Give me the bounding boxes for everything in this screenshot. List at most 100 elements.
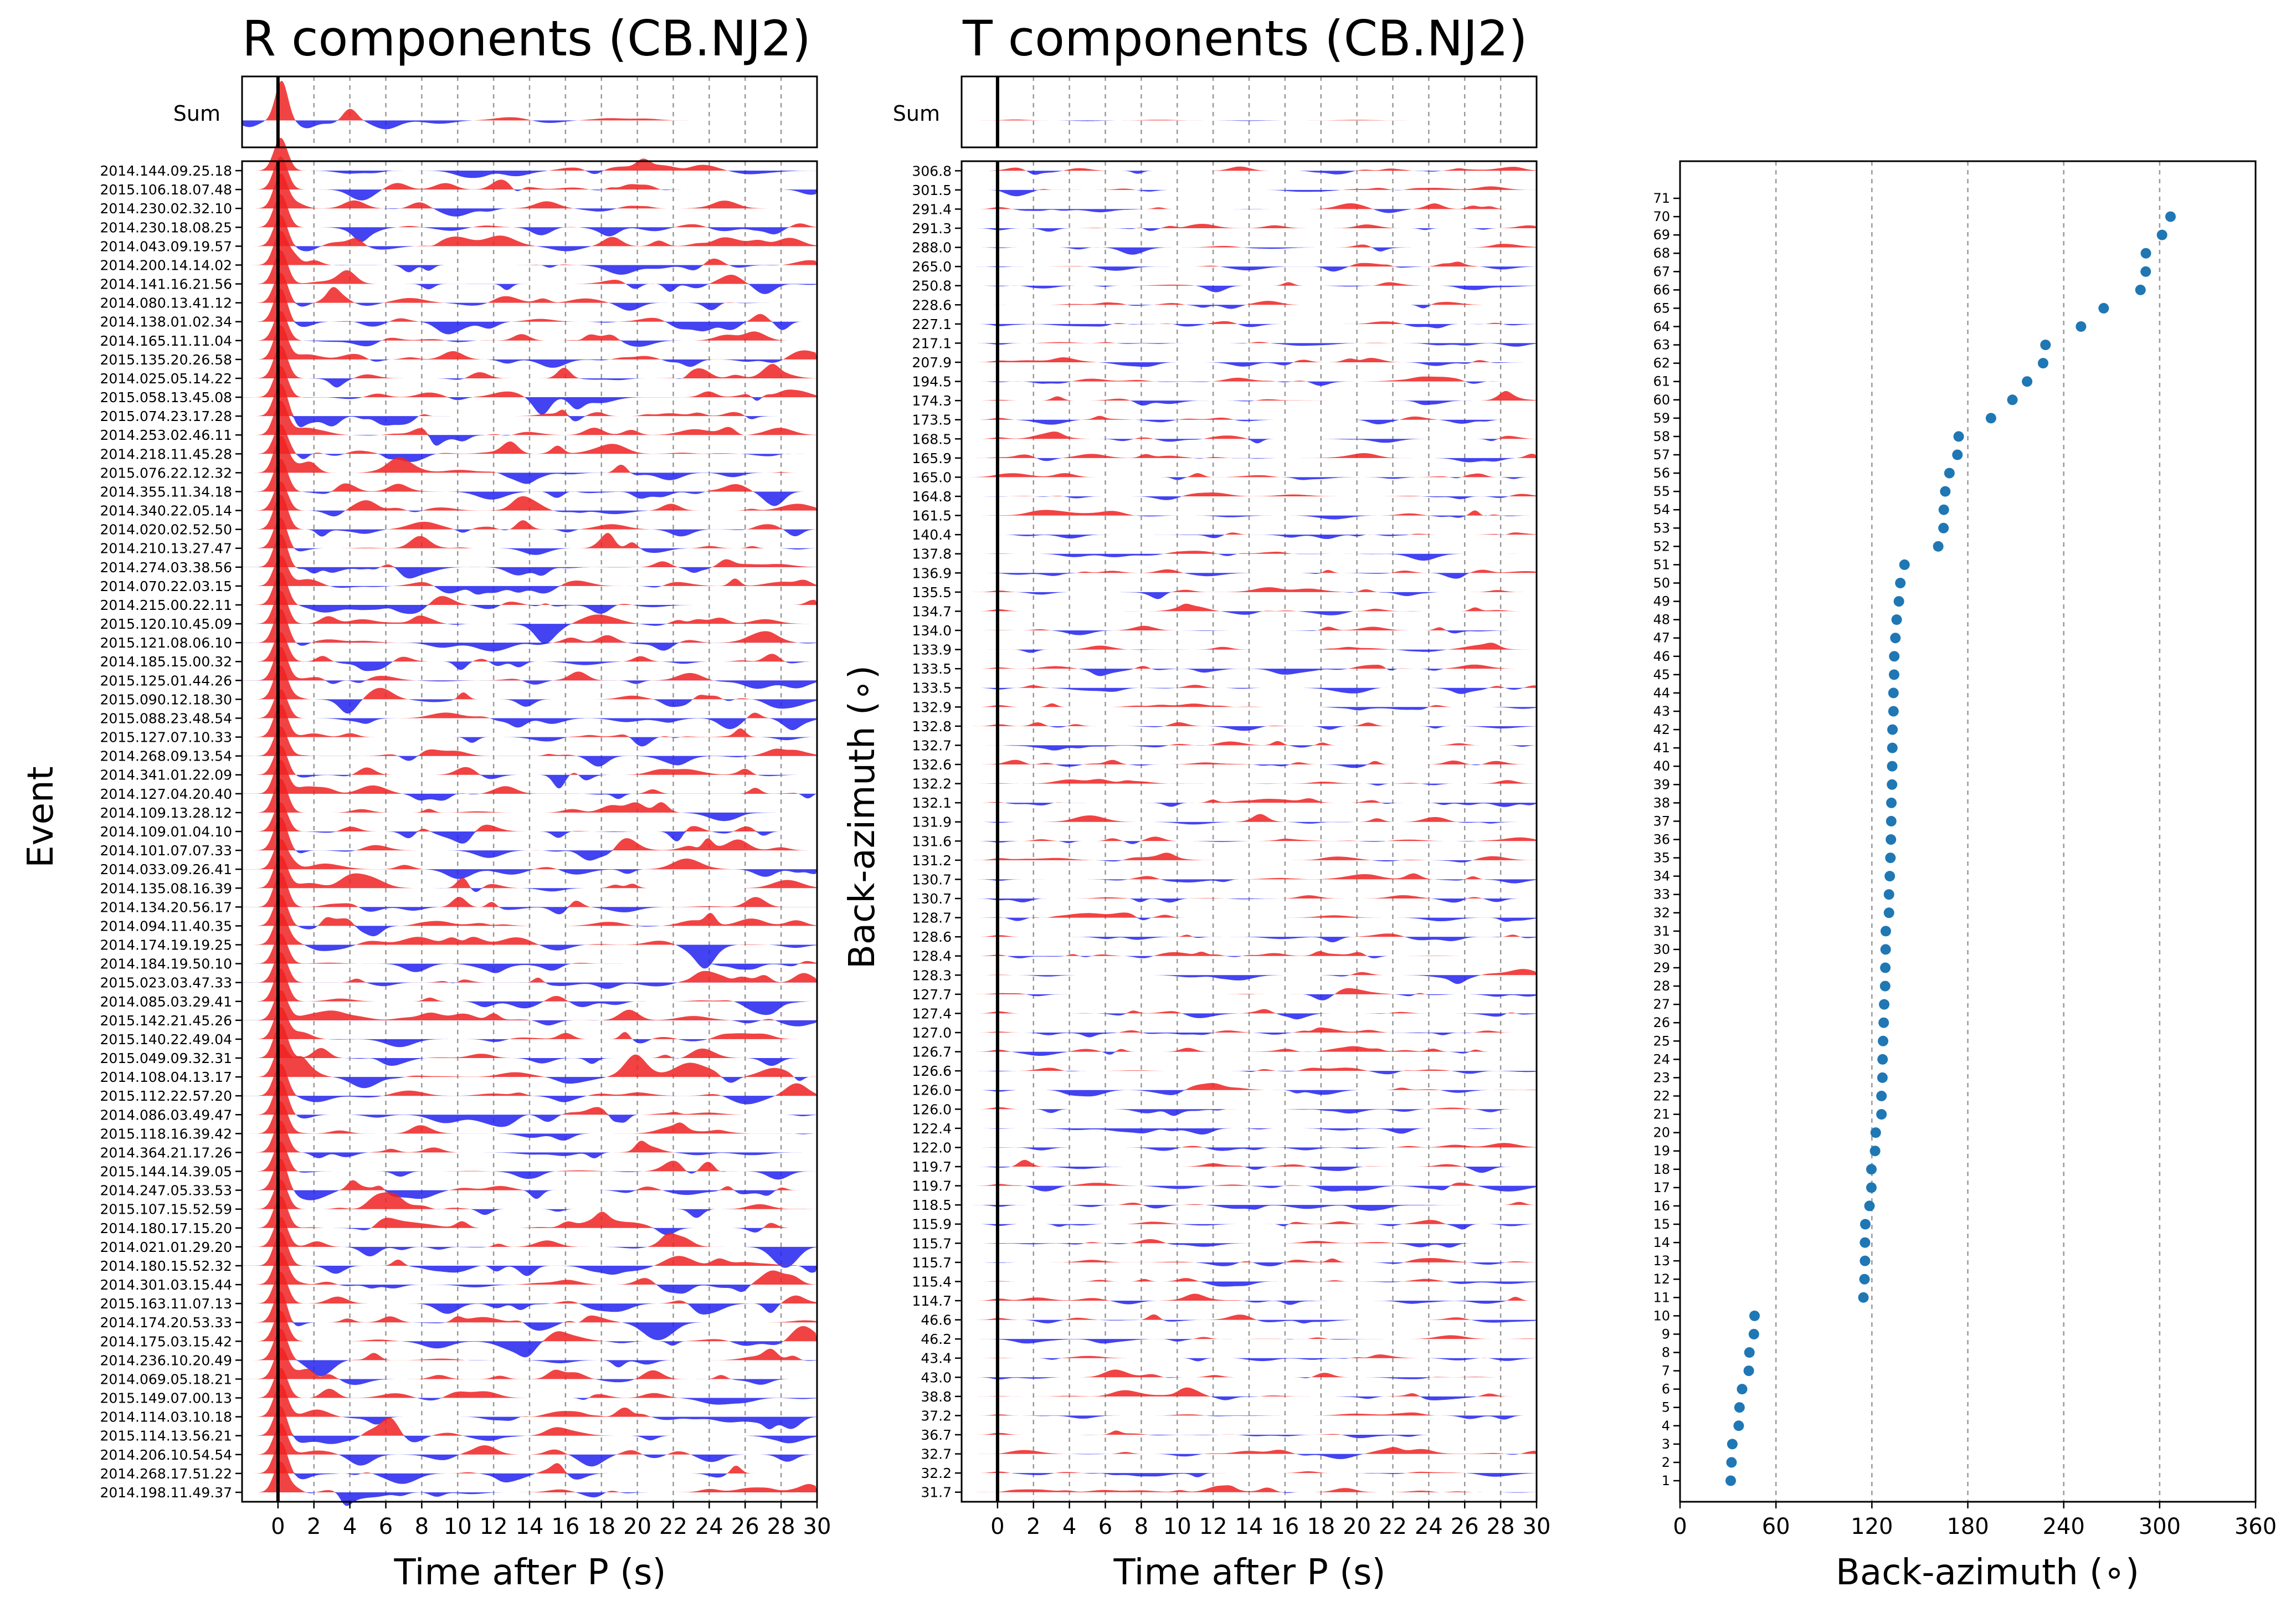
r-trace-negative: [242, 944, 817, 969]
r-xtick-label: 22: [659, 1514, 687, 1539]
t-ytick-label: 131.2: [912, 853, 952, 869]
r-trace-positive: [242, 435, 817, 473]
baz-ytick-label: 14: [1653, 1235, 1670, 1250]
r-ytick-label: 2015.118.16.39.42: [100, 1126, 232, 1142]
baz-ytick-label: 33: [1653, 887, 1670, 902]
r-ytick-label: 2014.210.13.27.47: [100, 541, 232, 557]
r-ytick-label: 2014.134.20.56.17: [100, 899, 232, 915]
t-trace-positive: [962, 1143, 1537, 1148]
r-trace-negative: [242, 1246, 817, 1268]
t-trace-positive: [962, 759, 1537, 764]
r-ytick-label: 2014.174.20.53.33: [100, 1315, 232, 1331]
t-xtick-label: 4: [1062, 1514, 1076, 1539]
baz-point: [1880, 926, 1891, 937]
r-ytick-label: 2014.341.01.22.09: [100, 767, 232, 783]
baz-point: [1884, 871, 1896, 882]
t-trace-positive: [962, 1220, 1537, 1224]
baz-point: [1858, 1292, 1869, 1303]
t-trace-positive: [962, 473, 1537, 478]
t-ytick-label: 291.4: [912, 201, 952, 217]
baz-xtick-label: 360: [2235, 1514, 2277, 1539]
r-trace-negative: [242, 1115, 817, 1127]
t-ytick-label: 134.7: [912, 603, 952, 619]
baz-point: [1889, 651, 1900, 662]
baz-point: [1734, 1402, 1745, 1413]
r-trace-positive: [242, 495, 817, 530]
r-trace-negative: [242, 1209, 817, 1218]
baz-point: [2076, 321, 2087, 332]
baz-point: [1878, 1017, 1889, 1028]
r-trace-positive: [242, 894, 817, 926]
baz-point: [1725, 1475, 1736, 1486]
t-trace-positive: [962, 643, 1537, 650]
r-trace-negative: [242, 284, 817, 294]
r-ytick-label: 2014.043.09.19.57: [100, 238, 232, 254]
t-trace-negative: [962, 745, 1537, 751]
baz-point: [1880, 962, 1891, 973]
r-trace-negative: [242, 1473, 817, 1484]
t-trace-positive: [962, 1354, 1537, 1358]
r-ytick-label: 2014.253.02.46.11: [100, 427, 232, 443]
r-trace-positive: [242, 400, 817, 435]
r-xtick-label: 8: [415, 1514, 429, 1539]
r-ytick-label: 2015.023.03.47.33: [100, 975, 232, 991]
r-xtick-label: 28: [767, 1514, 795, 1539]
r-ytick-label: 2014.108.04.13.17: [100, 1069, 232, 1085]
t-trace-positive: [962, 453, 1537, 458]
baz-point: [2007, 394, 2018, 405]
t-trace-negative: [962, 1492, 1537, 1493]
r-ytick-label: 2015.142.21.45.26: [100, 1013, 232, 1029]
t-ytick-label: 115.4: [912, 1274, 952, 1290]
baz-point: [1887, 724, 1898, 735]
baz-ytick-label: 15: [1653, 1216, 1670, 1232]
baz-ytick-label: 44: [1653, 685, 1670, 701]
t-components-panel: 306.8 301.5 291.4 291.3 288.0 265.0 250.8 228.6…: [912, 75, 1550, 1539]
baz-point: [1877, 1054, 1888, 1065]
r-trace-negative: [242, 1020, 817, 1026]
baz-point: [1727, 1439, 1738, 1450]
baz-ytick-label: 25: [1653, 1033, 1670, 1049]
baz-ytick-label: 67: [1653, 264, 1670, 279]
r-trace-positive: [242, 555, 817, 586]
baz-point: [1886, 815, 1897, 826]
t-trace-negative: [962, 343, 1537, 347]
baz-ytick-label: 22: [1653, 1089, 1670, 1104]
r-trace-negative: [242, 340, 817, 347]
baz-ytick-label: 20: [1653, 1125, 1670, 1141]
r-ytick-label: 2014.274.03.38.56: [100, 559, 232, 576]
t-xtick-label: 2: [1026, 1514, 1040, 1539]
r-trace-negative: [242, 1001, 817, 1015]
baz-ytick-label: 9: [1662, 1326, 1670, 1342]
t-ytick-label: 126.0: [912, 1082, 952, 1098]
t-ytick-label: 115.7: [912, 1235, 952, 1251]
t-ytick-label: 164.8: [912, 489, 952, 505]
t-trace-positive: [962, 166, 1537, 171]
r-trace-positive: [242, 1216, 817, 1247]
t-ytick-label: 140.4: [912, 527, 952, 543]
t-trace-positive: [962, 625, 1537, 630]
r-ytick-label: 2014.080.13.41.12: [100, 295, 232, 311]
r-ytick-label: 2014.230.18.08.25: [100, 219, 232, 235]
t-ytick-label: 126.0: [912, 1101, 952, 1117]
t-trace-negative: [962, 1224, 1537, 1230]
baz-point: [1893, 596, 1904, 607]
t-trace-positive: [962, 895, 1537, 899]
t-trace-positive: [962, 1027, 1537, 1033]
t-trace-negative: [962, 707, 1537, 711]
r-trace-negative: [242, 963, 817, 973]
r-trace-negative: [242, 1341, 817, 1358]
r-trace-negative: [242, 473, 817, 484]
r-trace-negative: [242, 718, 817, 731]
t-trace-negative: [962, 439, 1537, 444]
t-trace-negative: [962, 496, 1537, 500]
r-xtick-label: 18: [587, 1514, 615, 1539]
t-trace-negative: [962, 1339, 1537, 1344]
r-ytick-label: 2014.200.14.14.02: [100, 257, 232, 273]
t-xtick-label: 26: [1451, 1514, 1479, 1539]
baz-ytick-label: 7: [1662, 1363, 1670, 1379]
t-trace-positive: [962, 798, 1537, 803]
baz-point: [2140, 266, 2151, 277]
baz-ytick-label: 30: [1653, 942, 1670, 957]
baz-ytick-label: 50: [1653, 576, 1670, 591]
t-trace-positive: [962, 510, 1537, 516]
